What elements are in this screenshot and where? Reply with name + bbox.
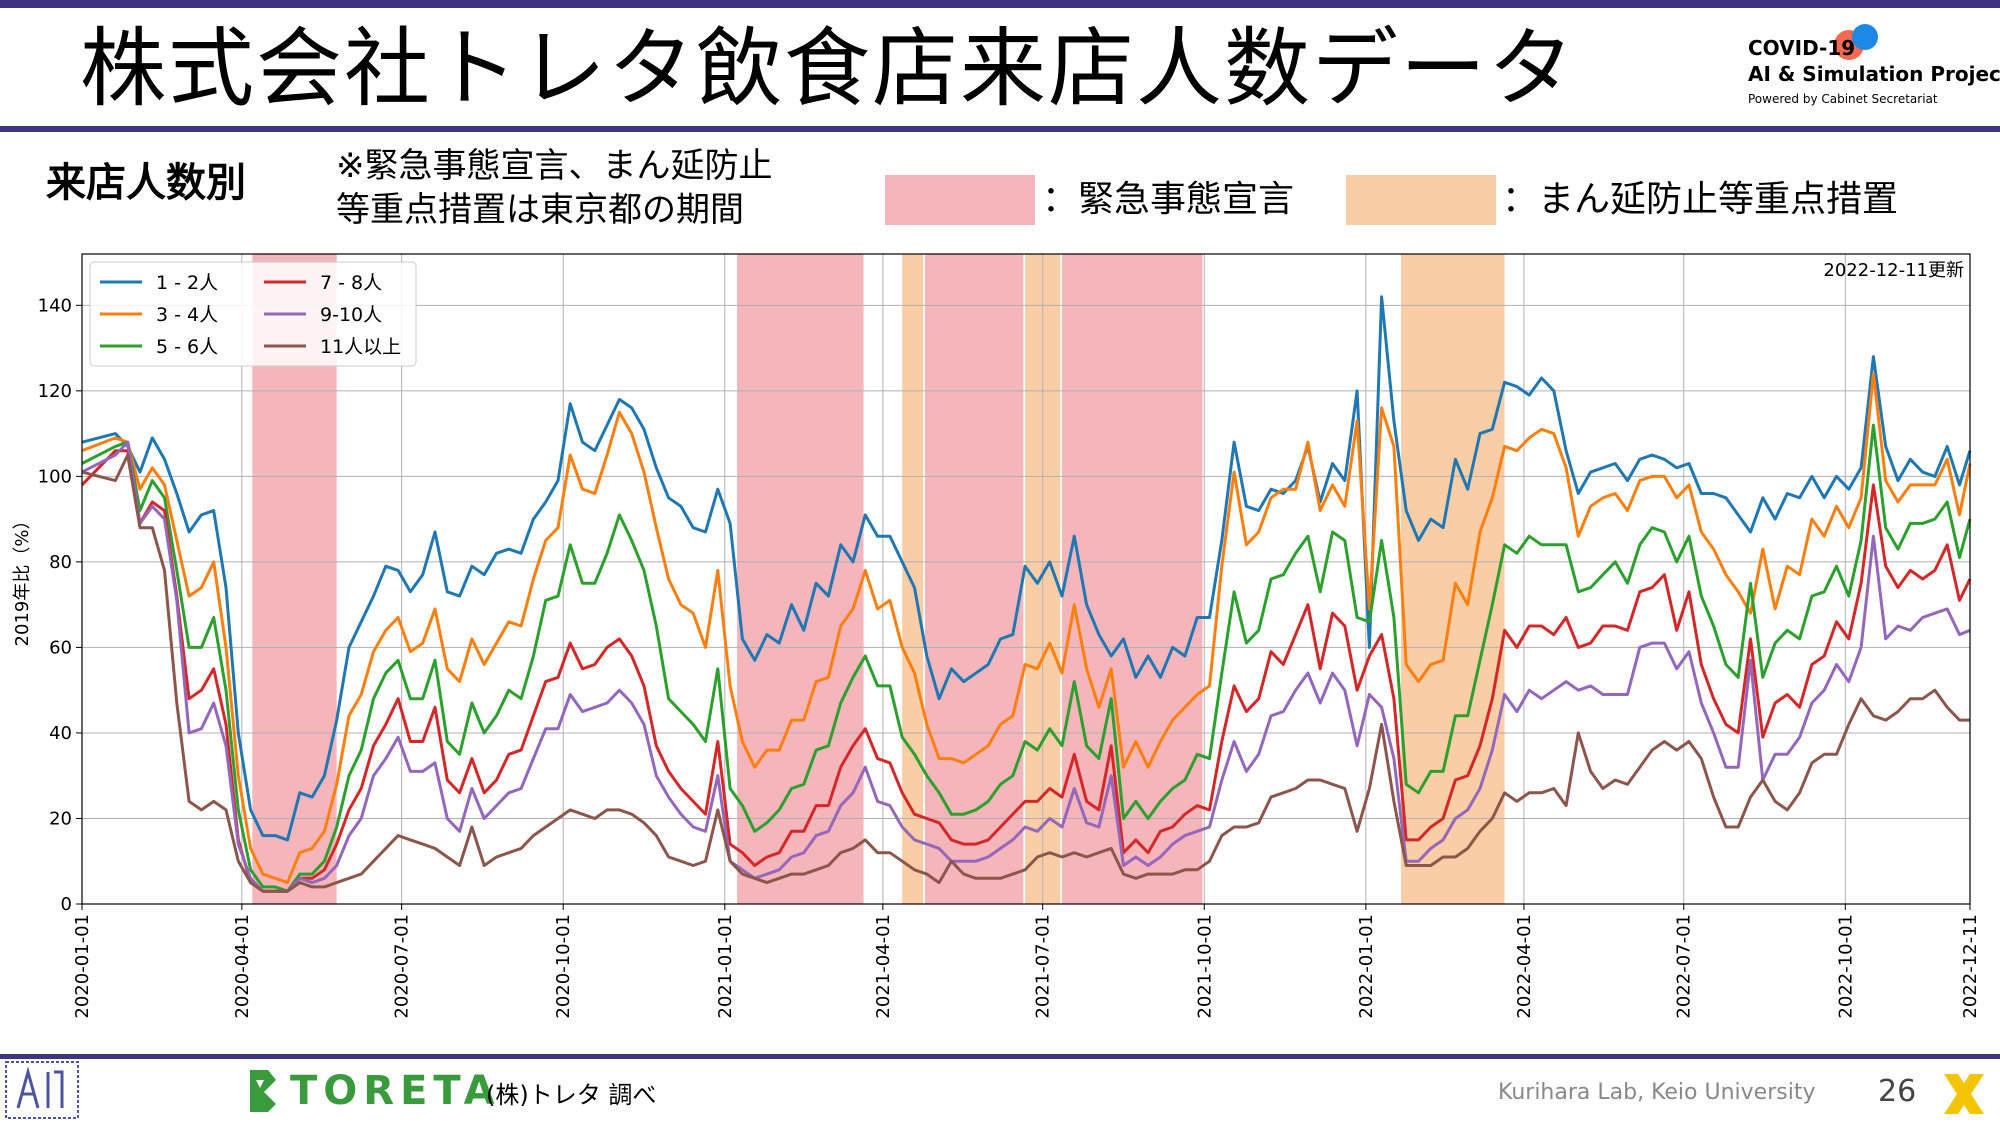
legend-label-1: 3 - 4人 [156,304,218,326]
emergency-legend-swatch [885,175,1035,225]
logo-circle-blue [1852,24,1878,50]
y-axis-label: 2019年比（%） [12,512,33,647]
x-tick-label: 2020-10-01 [553,914,574,1019]
legend-label-5: 11人以上 [320,336,401,358]
x-tick-label: 2022-01-01 [1356,914,1377,1019]
x-tick-label: 2020-04-01 [232,914,253,1019]
plot-frame [81,253,1971,905]
x-tick-label: 2022-07-01 [1674,914,1695,1019]
lab-credit: Kurihara Lab, Keio University [1498,1080,1816,1105]
footer-divider [0,1054,2000,1059]
y-tick-label: 20 [49,808,72,829]
data-source: (株)トレタ 調べ [486,1081,657,1109]
y-tick-label: 140 [38,295,72,316]
y-tick-label: 60 [49,637,72,658]
period-note-line-2: 等重点措置は東京都の期間 [336,190,744,230]
lab-logo-icon [5,1061,79,1119]
y-tick-label: 120 [38,381,72,402]
top-bar [0,0,2000,8]
x-tick-label: 2020-07-01 [392,914,413,1019]
x-tick-label: 2021-10-01 [1194,914,1215,1019]
logo-line-3: Powered by Cabinet Secretariat [1748,92,1938,106]
x-tick-label: 2020-01-01 [72,914,93,1019]
logo-line-2: AI & Simulation Project [1748,62,2000,86]
series-line-5 [81,453,1970,893]
manen-legend-label: ：まん延防止等重点措置 [1502,179,1899,220]
series-lines [80,295,1972,893]
y-tick-label: 100 [38,466,72,487]
x-logo-icon [1944,1074,1984,1114]
toreta-brand: TORETA [290,1068,501,1114]
series-line-2 [81,423,1972,893]
y-tick-label: 80 [49,552,72,573]
series-line-3 [80,449,1972,893]
manen-band-2 [1400,254,1505,904]
x-tick-label: 2022-04-01 [1514,914,1535,1019]
x-tick-label: 2021-07-01 [1033,914,1054,1019]
manen-band-0 [902,254,924,904]
y-axis: 0 20 40 60 80 100 120 140 [38,295,82,915]
page-title: 株式会社トレタ飲食店来店人数データ [80,19,1576,119]
emergency-band-1 [737,254,864,904]
y-tick-label: 40 [49,723,72,744]
period-note-line-1: ※緊急事態宣言、まん延防止 [336,146,773,186]
emergency-legend-label: ：緊急事態宣言 [1042,179,1295,220]
legend-label-0: 1 - 2人 [156,272,218,294]
header-divider [0,126,2000,132]
emergency-band-2 [925,254,1024,904]
series-line-1 [81,372,1972,885]
page-number: 26 [1878,1074,1917,1109]
legend-label-2: 5 - 6人 [156,336,218,358]
legend-box [89,261,417,367]
x-tick-label: 2022-12-11 [1960,914,1981,1019]
legend-label-3: 7 - 8人 [320,272,382,294]
x-tick-label: 2022-10-01 [1835,914,1856,1019]
update-label: 2022-12-11更新 [1823,260,1964,281]
x-axis: 2020-01-01 2020-04-01 2020-07-01 2020-10-01… [72,904,1981,1019]
toreta-logo-icon [250,1070,276,1112]
manen-legend-swatch [1346,175,1496,225]
covid-project-logo: COVID-19 AI & Simulation Project Powered… [1738,24,2000,114]
logo-line-1: COVID-19 [1748,36,1856,60]
series-line-4 [81,440,1971,893]
legend-label-4: 9-10人 [320,304,382,326]
y-tick-label: 0 [61,894,72,915]
subtitle: 来店人数別 [46,160,246,206]
series-legend: 1 - 2人 3 - 4人 5 - 6人 7 - 8人 9-10人 11人以上 [89,261,417,367]
series-line-0 [81,295,1972,842]
x-tick-label: 2021-04-01 [873,914,894,1019]
x-tick-label: 2021-01-01 [715,914,736,1019]
